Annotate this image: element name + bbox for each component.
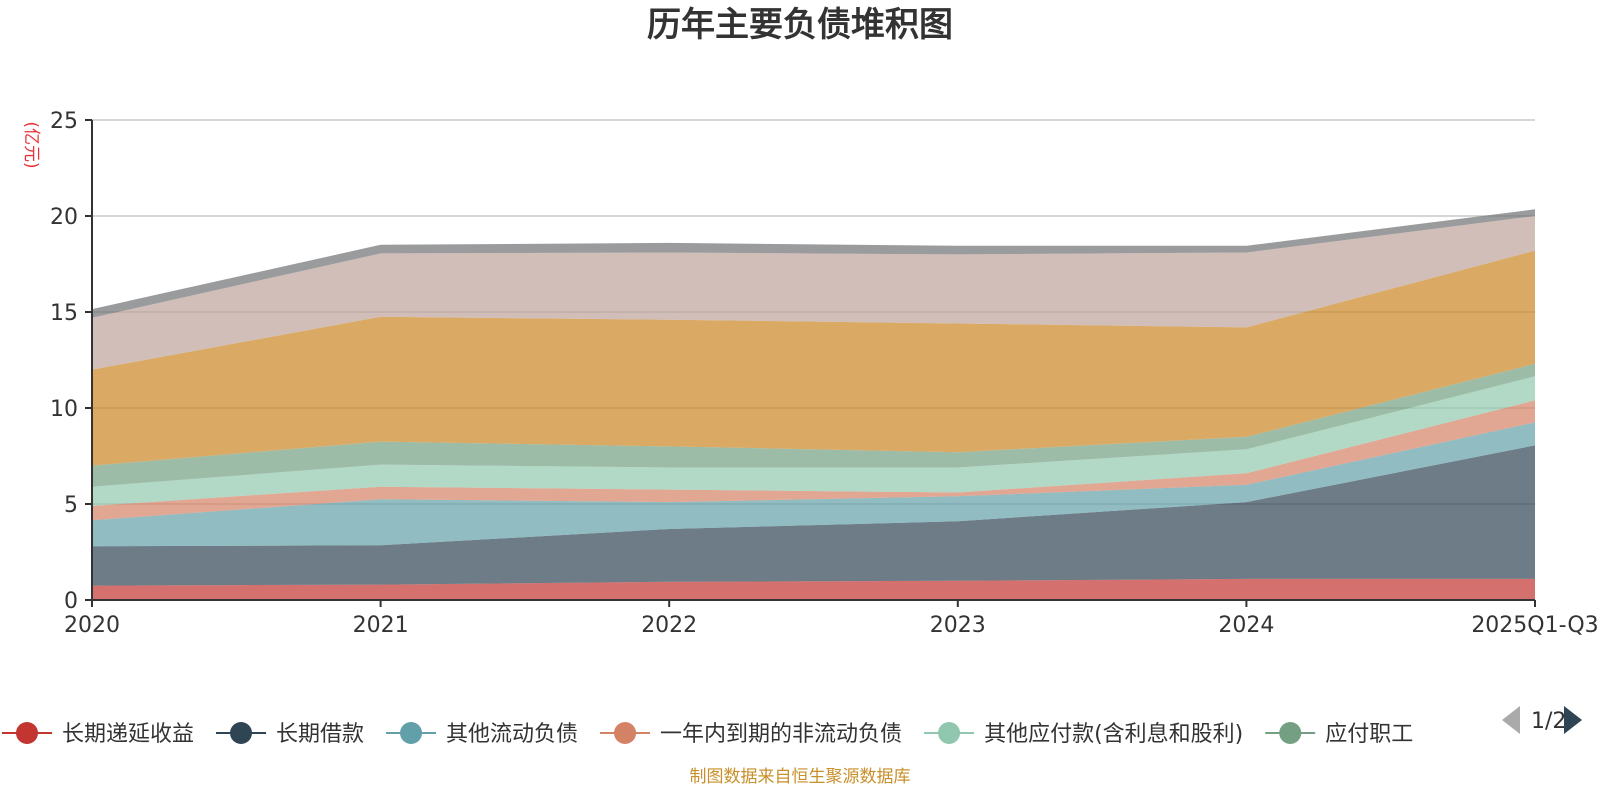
- legend-marker-icon: [614, 722, 637, 744]
- legend-label: 长期递延收益: [62, 722, 194, 747]
- area-长期递延收益: [92, 578, 1535, 600]
- legend-marker-icon: [400, 722, 423, 744]
- legend-marker-icon: [1279, 722, 1302, 744]
- x-tick-label: 2020: [64, 613, 120, 638]
- area-应付账款: [92, 250, 1535, 466]
- legend-item[interactable]: 其他流动负债: [386, 722, 578, 747]
- legend-label: 其他应付款(含利息和股利): [984, 722, 1243, 747]
- y-tick-label: 15: [50, 301, 78, 326]
- legend-label: 应付职工: [1325, 722, 1413, 747]
- area-应付票据: [92, 216, 1535, 370]
- axes: 0 5 10 15 20 25 2020 2021 2022 2023 2024 2025Q1-Q3: [50, 109, 1599, 638]
- legend: 长期递延收益 长期借款 其他流动负债 一年内到期的非流动负债 其他应付款(含利息和股利)…: [2, 722, 1413, 747]
- x-tick-label: 2022: [641, 613, 697, 638]
- y-tick-label: 0: [64, 589, 78, 614]
- x-tick-label: 2021: [353, 613, 409, 638]
- legend-pager: 1/2: [1502, 706, 1582, 734]
- legend-label: 一年内到期的非流动负债: [660, 722, 902, 747]
- area-一年内到期的非流动负债: [92, 400, 1535, 521]
- area-其他应付款(含利息和股利): [92, 376, 1535, 506]
- legend-item[interactable]: 其他应付款(含利息和股利): [924, 722, 1243, 747]
- y-tick-label: 20: [50, 205, 78, 230]
- legend-label: 其他流动负债: [446, 722, 578, 747]
- x-tick-label: 2024: [1218, 613, 1274, 638]
- y-axis-unit-label: (亿元): [21, 121, 41, 168]
- area-应付职工薪酬: [92, 363, 1535, 487]
- legend-marker-icon: [938, 722, 961, 744]
- legend-item[interactable]: 应付职工: [1265, 722, 1413, 747]
- y-tick-label: 25: [50, 109, 78, 134]
- x-tick-label: 2023: [930, 613, 986, 638]
- area-长期借款: [92, 445, 1535, 586]
- legend-item[interactable]: 长期递延收益: [2, 722, 194, 747]
- chart-title: 历年主要负债堆积图: [647, 5, 953, 45]
- legend-item[interactable]: 一年内到期的非流动负债: [600, 722, 902, 747]
- source-note: 制图数据来自恒生聚源数据库: [690, 767, 911, 787]
- legend-item[interactable]: 长期借款: [216, 722, 364, 747]
- legend-prev-page-icon[interactable]: [1502, 706, 1520, 734]
- legend-marker-icon: [230, 722, 253, 744]
- x-tick-label: 2025Q1-Q3: [1471, 613, 1598, 638]
- legend-next-page-icon[interactable]: [1564, 706, 1582, 734]
- legend-page-indicator: 1/2: [1531, 709, 1566, 734]
- legend-marker-icon: [16, 722, 38, 744]
- area-其他流动负债: [92, 422, 1535, 547]
- y-tick-label: 10: [50, 397, 78, 422]
- y-tick-label: 5: [64, 493, 78, 518]
- legend-label: 长期借款: [276, 722, 364, 747]
- area-series: [92, 209, 1535, 600]
